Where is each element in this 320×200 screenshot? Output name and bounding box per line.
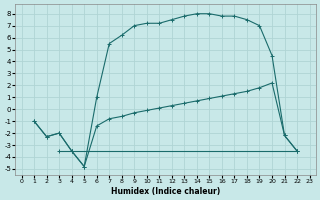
X-axis label: Humidex (Indice chaleur): Humidex (Indice chaleur) (111, 187, 220, 196)
